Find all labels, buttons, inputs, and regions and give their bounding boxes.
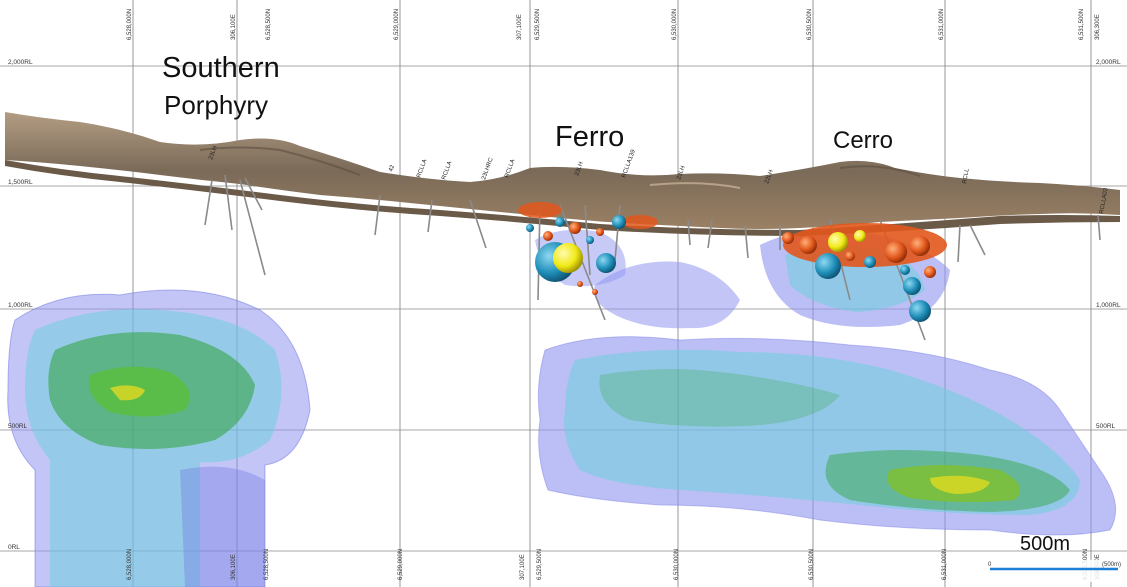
zone-label-porphyry: Porphyry [164, 90, 268, 120]
hole-label: RCLLA [441, 160, 453, 180]
scale-bar-end: (500m) [1102, 562, 1121, 568]
rl-label-1000-right: 1,000RL [1096, 302, 1121, 309]
rl-label-1500: 1,500RL [8, 179, 33, 186]
ferro-assay-spheres [518, 202, 658, 295]
scale-bar-zero: 0 [988, 562, 992, 568]
drill-hole-labels: 23LH 42 RCLLA RCLLA 23LHRC RCLLA 23LH RC… [208, 145, 1109, 214]
bottom-tick: 307,100E [520, 554, 526, 580]
hole-label: 23LH [676, 165, 687, 181]
hole-label: RCLLA03 [1099, 187, 1110, 214]
bottom-tick: 306,100E [231, 554, 237, 580]
scale-bar: 500m 0 (500m) [985, 533, 1123, 582]
top-tick: 6,531,500N [1079, 9, 1085, 40]
bottom-tick: 6,530,500N [809, 549, 815, 580]
rl-label-500-right: 500RL [1096, 423, 1116, 430]
top-tick: 6,528,500N [266, 9, 272, 40]
bottom-tick: 6,529,000N [398, 549, 404, 580]
rl-labels-left: 2,000RL 1,500RL 1,000RL 500RL 0RL [8, 59, 33, 551]
top-tick: 6,530,500N [807, 9, 813, 40]
bottom-tick: 6,531,000N [942, 549, 948, 580]
top-tick: 6,530,000N [672, 9, 678, 40]
scale-bar-label: 500m [1020, 533, 1070, 555]
top-tick: 6,531,000N [939, 9, 945, 40]
top-tick: 306,300E [1095, 14, 1101, 40]
zone-titles: Southern Porphyry Ferro Cerro [162, 52, 893, 154]
bottom-tick: 6,528,000N [127, 549, 133, 580]
hole-label: 23LH [208, 145, 219, 161]
ferro-cerro-deep-shell [537, 336, 1117, 536]
top-tick: 6,528,000N [127, 9, 133, 40]
zone-label-cerro: Cerro [833, 127, 893, 154]
hole-label: 23LHRC [481, 156, 495, 180]
bottom-tick: 6,530,000N [674, 549, 680, 580]
hole-label: RCLLA [416, 158, 428, 178]
rl-label-1000: 1,000RL [8, 302, 33, 309]
hole-label: 23LH [574, 161, 585, 177]
rl-label-2000-right: 2,000RL [1096, 59, 1121, 66]
zone-label-ferro: Ferro [555, 121, 624, 153]
hole-label: 22LH [764, 169, 775, 185]
rl-label-0: 0RL [8, 544, 20, 551]
top-tick: 6,529,000N [394, 9, 400, 40]
top-grid-ticks: 6,528,000N 306,100E 6,528,500N 6,529,000… [127, 9, 1101, 40]
cerro-assay-spheres [782, 223, 947, 322]
rl-labels-right: 2,000RL 1,000RL 500RL [1096, 59, 1121, 430]
bottom-tick: 6,528,500N [264, 549, 270, 580]
rl-label-500: 500RL [8, 423, 28, 430]
bottom-grid-ticks: 6,528,000N 306,100E 6,528,500N 6,529,000… [127, 549, 1101, 580]
hole-label: RCLL [962, 168, 971, 185]
bottom-tick: 6,529,500N [537, 549, 543, 580]
southern-porphyry-shell [7, 289, 311, 587]
top-tick: 306,100E [231, 14, 237, 40]
hole-label: 42 [388, 164, 396, 173]
top-tick: 6,529,500N [535, 9, 541, 40]
rl-label-2000: 2,000RL [8, 59, 33, 66]
zone-label-southern: Southern [162, 52, 280, 84]
top-tick: 307,100E [517, 14, 523, 40]
